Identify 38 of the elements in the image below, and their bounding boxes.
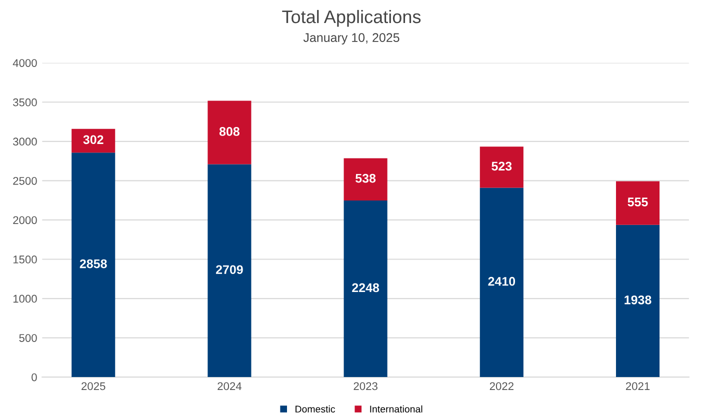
y-tick-label: 500	[19, 334, 37, 342]
legend-label: International	[370, 405, 422, 413]
bar	[344, 158, 388, 200]
y-tick-label: 3000	[13, 138, 37, 146]
x-tick-label: 2023	[354, 382, 378, 390]
data-label: 2709	[216, 265, 243, 274]
data-label: 2248	[352, 283, 380, 292]
x-tick-label: 2022	[490, 382, 514, 390]
x-tick-label: 2025	[82, 382, 106, 390]
data-label: 2858	[80, 259, 107, 268]
bar	[344, 200, 388, 378]
chart-title: Total Applications	[282, 10, 421, 27]
data-label: 808	[219, 127, 240, 136]
bar	[72, 128, 116, 153]
x-tick-label: 2021	[626, 382, 650, 390]
y-tick-label: 2500	[13, 176, 37, 185]
chart-subtitle: January 10, 2025	[303, 33, 400, 44]
data-label: 302	[83, 135, 104, 144]
bar	[208, 164, 252, 378]
data-label: 523	[492, 162, 512, 171]
bar	[208, 100, 252, 164]
bar	[72, 152, 116, 378]
y-tick-label: 1500	[13, 256, 37, 264]
data-label: 538	[356, 174, 376, 183]
data-label: 555	[628, 198, 648, 206]
bar	[480, 188, 524, 378]
y-tick-label: 2000	[13, 216, 37, 224]
x-tick-label: 2024	[218, 382, 242, 390]
y-tick-label: 4000	[12, 59, 37, 67]
data-label: 1938	[624, 295, 652, 304]
y-tick-label: 1000	[13, 294, 37, 303]
data-label: 2410	[488, 276, 516, 286]
bar	[616, 224, 660, 378]
bar	[616, 181, 660, 225]
legend-label: Domestic	[296, 405, 336, 413]
y-tick-label: 0	[32, 373, 37, 382]
y-tick-label: 3500	[13, 98, 37, 106]
bar	[480, 146, 524, 188]
